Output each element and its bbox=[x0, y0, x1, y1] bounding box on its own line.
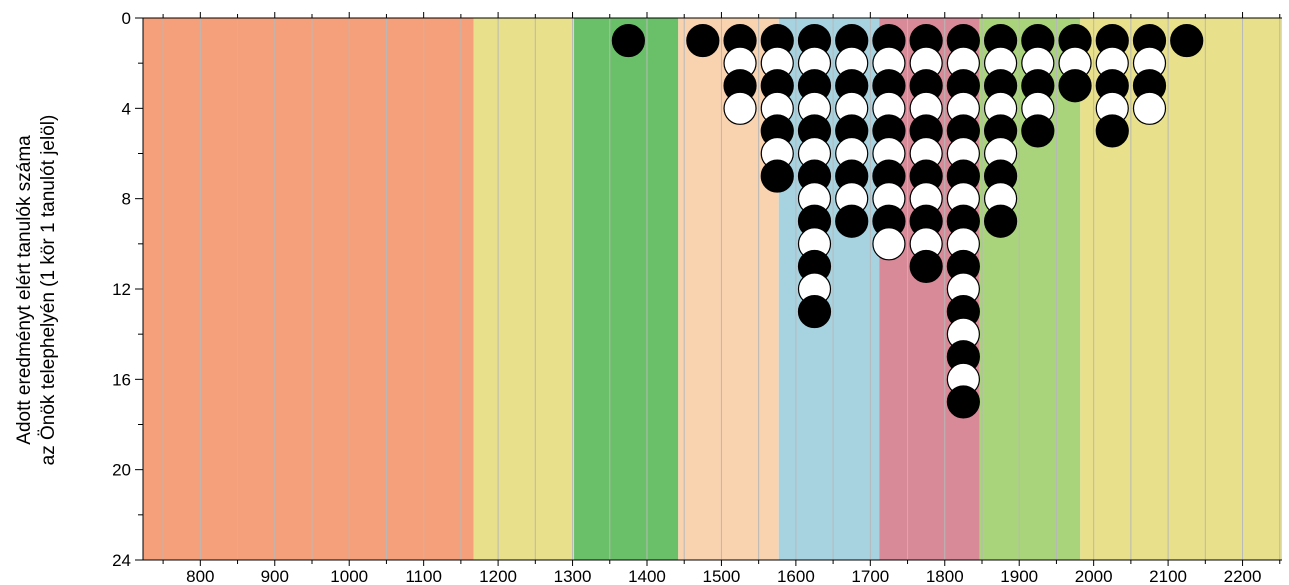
data-point bbox=[1058, 69, 1092, 103]
y-tick-label: 24 bbox=[112, 551, 131, 570]
y-tick-label: 0 bbox=[122, 9, 131, 28]
x-tick-label: 1300 bbox=[554, 567, 592, 585]
data-point bbox=[760, 159, 794, 193]
x-tick-label: 1200 bbox=[479, 567, 517, 585]
x-tick-label: 2100 bbox=[1149, 567, 1187, 585]
data-point bbox=[872, 227, 906, 261]
data-point bbox=[1021, 114, 1055, 148]
x-tick-label: 2000 bbox=[1075, 567, 1113, 585]
y-axis-label-line-1: Adott eredményt elért tanulók száma bbox=[14, 135, 35, 445]
data-point bbox=[686, 23, 720, 58]
y-tick-label: 20 bbox=[112, 461, 131, 480]
x-tick-label: 2200 bbox=[1224, 567, 1262, 585]
data-point bbox=[835, 204, 869, 238]
data-point bbox=[946, 385, 980, 419]
data-point bbox=[983, 204, 1018, 238]
x-tick-label: 1100 bbox=[405, 567, 442, 585]
data-point bbox=[797, 294, 832, 329]
data-point bbox=[1132, 91, 1167, 125]
y-tick-label: 8 bbox=[122, 190, 131, 209]
x-tick-label: 1600 bbox=[777, 567, 815, 585]
score-band-0 bbox=[143, 18, 474, 560]
data-point bbox=[723, 91, 757, 125]
data-point bbox=[909, 249, 943, 284]
x-tick-label: 900 bbox=[261, 567, 289, 585]
x-tick-label: 1800 bbox=[926, 567, 964, 585]
y-tick-label: 4 bbox=[122, 99, 131, 118]
x-tick-label: 1500 bbox=[703, 567, 741, 585]
x-tick-label: 1900 bbox=[1000, 567, 1038, 585]
x-tick-label: 1400 bbox=[628, 567, 666, 585]
data-points bbox=[611, 23, 1204, 419]
x-tick-label: 1700 bbox=[851, 567, 889, 585]
y-tick-label: 12 bbox=[112, 280, 131, 299]
data-point bbox=[1170, 23, 1204, 58]
data-point bbox=[611, 23, 645, 58]
x-tick-label: 800 bbox=[186, 567, 214, 585]
axes bbox=[135, 12, 1282, 566]
x-tick-label: 1000 bbox=[330, 567, 368, 585]
y-axis-label-line-2: az Önök telephelyén (1 kör 1 tanulót jel… bbox=[38, 115, 59, 466]
data-point bbox=[1095, 114, 1129, 148]
gridlines bbox=[162, 18, 1281, 560]
y-tick-label: 16 bbox=[112, 370, 131, 389]
tick-labels: 800 900 1000 1100 1200 1300 1400 1500 1600 1700 18… bbox=[112, 9, 1261, 585]
score-band-1 bbox=[473, 18, 575, 560]
score-band-2 bbox=[574, 18, 679, 560]
